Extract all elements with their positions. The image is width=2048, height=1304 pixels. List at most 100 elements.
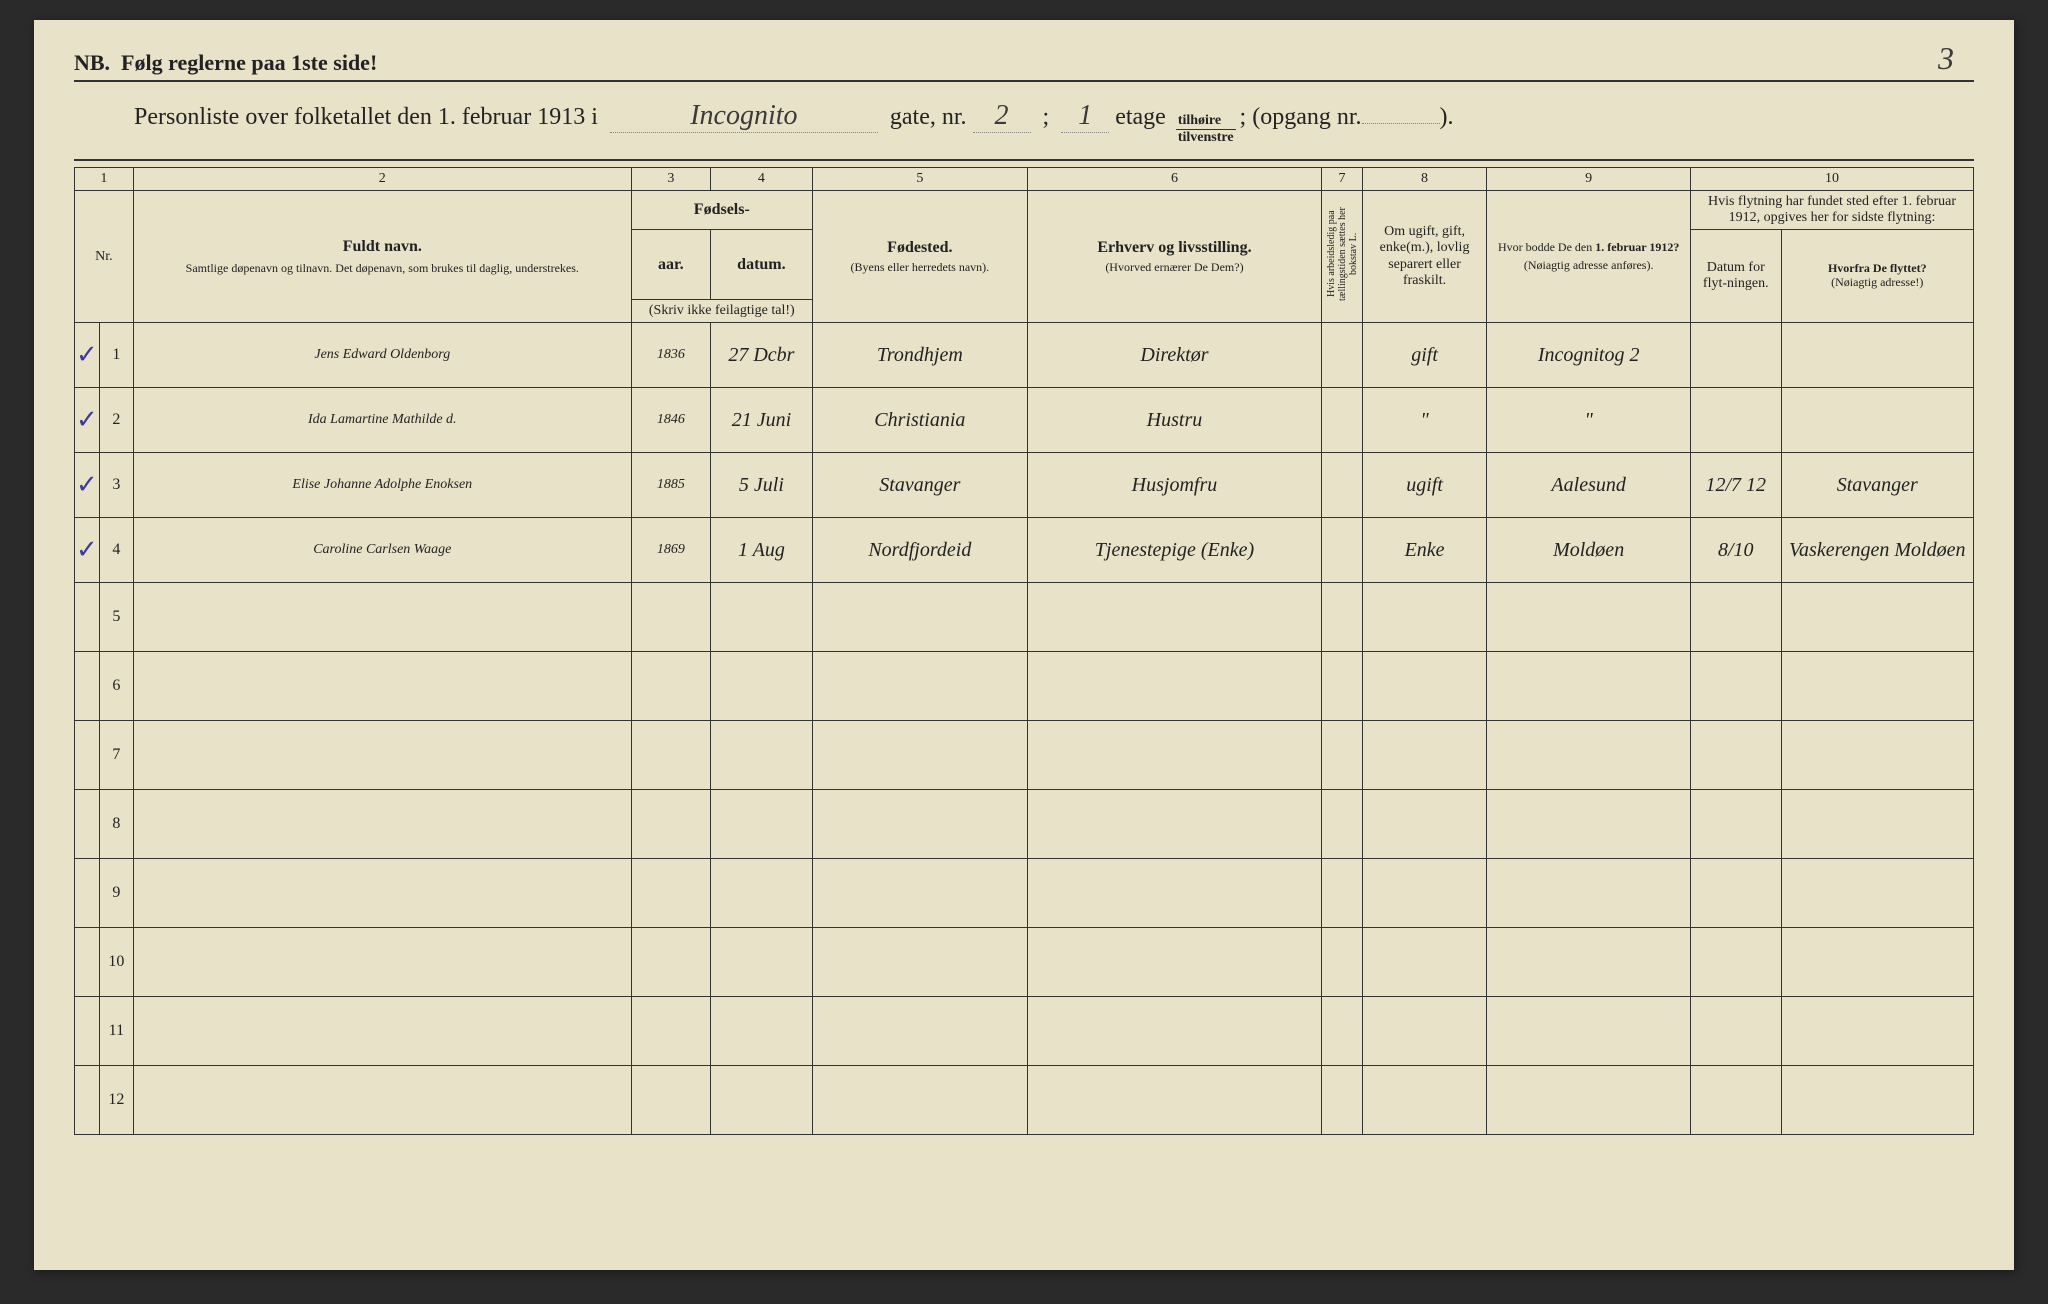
nr-cell: 12 bbox=[99, 1066, 133, 1135]
addr1912-cell: Incognitog 2 bbox=[1487, 323, 1691, 388]
opgang-label: ; (opgang nr. bbox=[1240, 104, 1362, 131]
moved-date-cell bbox=[1691, 583, 1782, 652]
gate-nr: 2 bbox=[973, 100, 1031, 133]
col7-cell bbox=[1322, 583, 1363, 652]
hdr-occ: Erhverv og livsstilling. (Hvorved ernære… bbox=[1027, 191, 1321, 323]
semicolon: ; bbox=[1043, 104, 1050, 131]
check-cell bbox=[75, 790, 100, 859]
closing: ). bbox=[1440, 104, 1454, 131]
occ-cell bbox=[1027, 583, 1321, 652]
year-cell bbox=[631, 790, 710, 859]
hdr-col7: Hvis arbeidsledig paa tællingstiden sætt… bbox=[1322, 191, 1363, 323]
col7-cell bbox=[1322, 721, 1363, 790]
name-cell bbox=[133, 652, 631, 721]
table-row-empty: 5 bbox=[75, 583, 1974, 652]
occ-sub: (Hvorved ernærer De Dem?) bbox=[1032, 261, 1317, 275]
nr-cell: 6 bbox=[99, 652, 133, 721]
year-cell bbox=[631, 721, 710, 790]
header-row-1: Nr. Fuldt navn. Samtlige døpenavn og til… bbox=[75, 191, 1974, 230]
colnum-6: 6 bbox=[1027, 168, 1321, 191]
check-cell bbox=[75, 859, 100, 928]
table-body: ✓1Jens Edward Oldenborg183627 DcbrTrondh… bbox=[75, 323, 1974, 1135]
hdr-col8: Om ugift, gift, enke(m.), lovlig separer… bbox=[1362, 191, 1486, 323]
header-street: Incognito bbox=[610, 100, 878, 133]
col7-cell bbox=[1322, 652, 1363, 721]
name-title: Fuldt navn. bbox=[138, 238, 627, 256]
moved-from-cell bbox=[1781, 583, 1973, 652]
year-cell bbox=[631, 997, 710, 1066]
moved-date-cell: 8/10 bbox=[1691, 518, 1782, 583]
side-fraction: tilhøire tilvenstre bbox=[1176, 114, 1236, 145]
name-cell bbox=[133, 997, 631, 1066]
hdr-name: Fuldt navn. Samtlige døpenavn og tilnavn… bbox=[133, 191, 631, 323]
colnum-7: 7 bbox=[1322, 168, 1363, 191]
date-cell: 21 Juni bbox=[710, 388, 812, 453]
frac-top: tilhøire bbox=[1176, 114, 1236, 130]
occ-cell bbox=[1027, 997, 1321, 1066]
hdr-birthplace: Fødested. (Byens eller herredets navn). bbox=[812, 191, 1027, 323]
year-cell: 1846 bbox=[631, 388, 710, 453]
colnum-10: 10 bbox=[1691, 168, 1974, 191]
census-page: 3 NB. Følg reglerne paa 1ste side! Perso… bbox=[34, 20, 2014, 1270]
date-cell: 27 Dcbr bbox=[710, 323, 812, 388]
col9-sub: (Nøiagtig adresse anføres). bbox=[1491, 259, 1686, 273]
year-cell bbox=[631, 859, 710, 928]
date-cell bbox=[710, 997, 812, 1066]
year-cell: 1836 bbox=[631, 323, 710, 388]
moved-from-cell bbox=[1781, 790, 1973, 859]
status-cell bbox=[1362, 859, 1486, 928]
addr1912-cell bbox=[1487, 928, 1691, 997]
col7-cell bbox=[1322, 859, 1363, 928]
name-cell: Ida Lamartine Mathilde d. bbox=[133, 388, 631, 453]
addr1912-cell bbox=[1487, 583, 1691, 652]
col7-cell bbox=[1322, 790, 1363, 859]
year-cell bbox=[631, 583, 710, 652]
moved-date-cell bbox=[1691, 388, 1782, 453]
moved-from-cell: Stavanger bbox=[1781, 453, 1973, 518]
year-cell bbox=[631, 652, 710, 721]
moved-from-cell bbox=[1781, 1066, 1973, 1135]
year-cell bbox=[631, 928, 710, 997]
frac-bot: tilvenstre bbox=[1176, 130, 1236, 145]
year-label: aar. bbox=[658, 256, 684, 273]
date-cell bbox=[710, 583, 812, 652]
nr-cell: 8 bbox=[99, 790, 133, 859]
nr-cell: 9 bbox=[99, 859, 133, 928]
place-cell bbox=[812, 859, 1027, 928]
nb-line: NB. Følg reglerne paa 1ste side! bbox=[74, 50, 1974, 82]
colnum-1: 1 bbox=[75, 168, 134, 191]
hdr-col9: Hvor bodde De den 1. februar 1912? (Nøia… bbox=[1487, 191, 1691, 323]
moved-from-cell bbox=[1781, 388, 1973, 453]
hdr-year: aar. bbox=[631, 230, 710, 300]
table-row: ✓2Ida Lamartine Mathilde d.184621 JuniCh… bbox=[75, 388, 1974, 453]
nr-cell: 10 bbox=[99, 928, 133, 997]
occ-cell bbox=[1027, 1066, 1321, 1135]
name-cell: Elise Johanne Adolphe Enoksen bbox=[133, 453, 631, 518]
col7-cell bbox=[1322, 323, 1363, 388]
hdr-nr: Nr. bbox=[75, 191, 134, 323]
occ-title: Erhverv og livsstilling. bbox=[1032, 239, 1317, 257]
colnum-3: 3 bbox=[631, 168, 710, 191]
date-cell bbox=[710, 928, 812, 997]
place-cell bbox=[812, 997, 1027, 1066]
moved-from-cell bbox=[1781, 652, 1973, 721]
occ-cell: Husjomfru bbox=[1027, 453, 1321, 518]
date-cell bbox=[710, 652, 812, 721]
gate-label: gate, nr. bbox=[890, 104, 967, 131]
name-cell bbox=[133, 790, 631, 859]
year-cell bbox=[631, 1066, 710, 1135]
nr-cell: 1 bbox=[99, 323, 133, 388]
birthplace-sub: (Byens eller herredets navn). bbox=[817, 261, 1023, 275]
hdr-col10b: Hvorfra De flyttet? (Nøiagtig adresse!) bbox=[1781, 230, 1973, 323]
page-number: 3 bbox=[1938, 40, 1954, 77]
header-prefix: Personliste over folketallet den 1. febr… bbox=[134, 104, 598, 131]
occ-cell: Direktør bbox=[1027, 323, 1321, 388]
moved-from-cell bbox=[1781, 859, 1973, 928]
colnum-2: 2 bbox=[133, 168, 631, 191]
nr-cell: 4 bbox=[99, 518, 133, 583]
status-cell: " bbox=[1362, 388, 1486, 453]
table-row-empty: 10 bbox=[75, 928, 1974, 997]
occ-cell bbox=[1027, 721, 1321, 790]
moved-date-cell bbox=[1691, 997, 1782, 1066]
name-cell: Jens Edward Oldenborg bbox=[133, 323, 631, 388]
